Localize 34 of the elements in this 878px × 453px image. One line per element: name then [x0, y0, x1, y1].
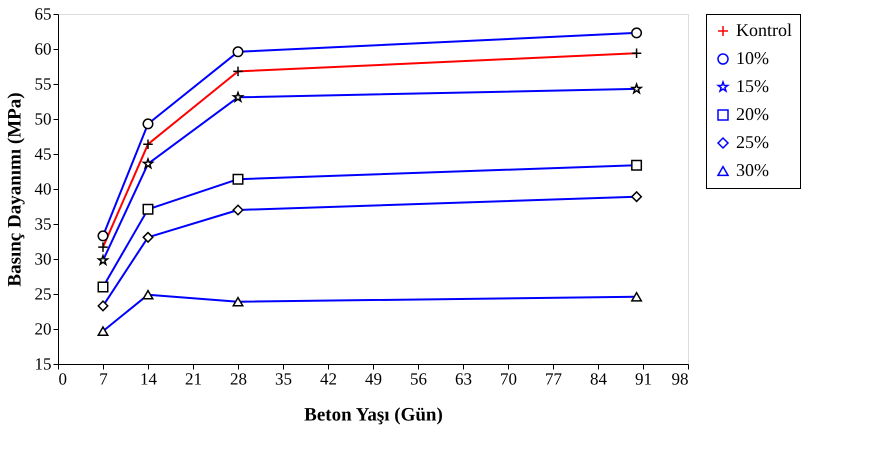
legend-label: 30%: [736, 160, 769, 180]
x-tick-label: 21: [185, 370, 202, 388]
x-tick-label: 7: [99, 370, 108, 388]
x-tick-label: 14: [140, 370, 158, 388]
x-tick-label: 91: [635, 370, 652, 388]
x-tick-label: 49: [365, 370, 382, 388]
x-tick-label: 56: [410, 370, 427, 388]
x-tick-label: 35: [275, 370, 292, 388]
y-axis-title: Basınç Dayanımı (MPa): [4, 92, 26, 287]
y-tick-label: 15: [34, 354, 52, 374]
x-tick-label: 98: [672, 370, 688, 388]
y-tick-label: 35: [34, 214, 52, 234]
legend-label: 25%: [736, 132, 769, 152]
y-tick-label: 60: [34, 40, 52, 58]
x-tick-label: 0: [58, 370, 67, 388]
y-tick-label: 65: [34, 4, 52, 24]
legend-label: 15%: [736, 76, 769, 96]
x-tick-label: 84: [590, 370, 608, 388]
y-tick-label: 50: [34, 110, 52, 128]
x-tick-label: 42: [320, 370, 337, 388]
legend-label: 20%: [736, 104, 769, 124]
y-tick-label: 30: [34, 250, 52, 268]
y-tick-label: 25: [34, 284, 52, 304]
legend-label: Kontrol: [736, 20, 792, 40]
y-tick-label: 45: [34, 144, 52, 164]
x-tick-label: 77: [545, 370, 562, 388]
legend-label: 10%: [736, 48, 769, 68]
y-tick-label: 40: [34, 180, 52, 198]
x-tick-label: 28: [230, 370, 247, 388]
y-tick-label: 20: [34, 320, 52, 338]
x-tick-label: 63: [455, 370, 472, 388]
y-tick-label: 55: [34, 74, 52, 94]
x-axis-title: Beton Yaşı (Gün): [304, 404, 443, 426]
x-tick-label: 70: [500, 370, 517, 388]
